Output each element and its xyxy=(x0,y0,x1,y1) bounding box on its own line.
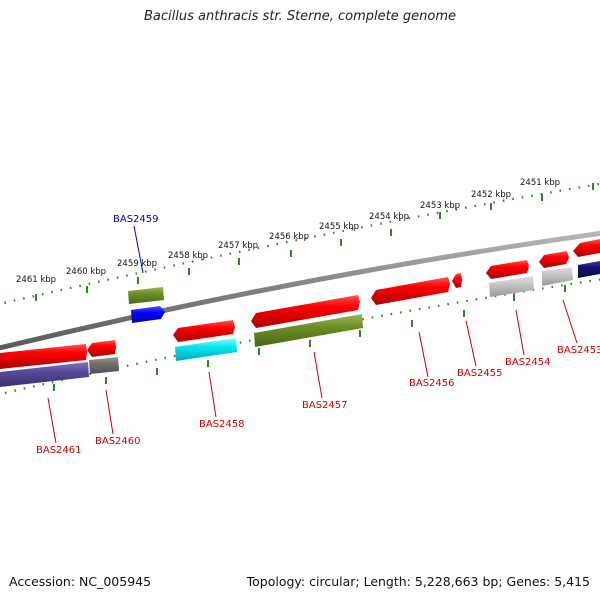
scale-label: 2453 kbp xyxy=(420,201,460,211)
leader-bas2453 xyxy=(562,299,578,344)
leader-bas2454 xyxy=(515,309,525,356)
inner-major-ticks xyxy=(53,285,566,391)
gene-arrow-bas2458[interactable] xyxy=(173,320,235,342)
feature-slate-bas2461[interactable] xyxy=(0,362,89,387)
gene-label-bas2459[interactable]: BAS2459 xyxy=(113,214,159,225)
scale-label: 2454 kbp xyxy=(369,212,409,222)
scale-label: 2458 kbp xyxy=(168,251,208,261)
gene-label-bas2454[interactable]: BAS2454 xyxy=(505,357,551,368)
genome-summary-text: Topology: circular; Length: 5,228,663 bp… xyxy=(246,574,590,589)
gene-features xyxy=(0,239,600,387)
leader-bas2457 xyxy=(313,351,323,399)
feature-olive-bas2457[interactable] xyxy=(254,314,363,347)
gene-label-bas2455[interactable]: BAS2455 xyxy=(457,368,503,379)
accession-text: Accession: NC_005945 xyxy=(9,574,152,589)
scale-label: 2456 kbp xyxy=(269,232,309,242)
gene-arrow-bas2461[interactable] xyxy=(0,344,87,369)
gene-arrow-bas2459[interactable] xyxy=(131,306,165,323)
leader-bas2456 xyxy=(418,331,429,378)
scale-label: 2457 kbp xyxy=(218,241,258,251)
scale-label: 2459 kbp xyxy=(117,259,157,269)
gene-arrow-bas2455[interactable] xyxy=(452,273,462,288)
gene-arrow-bas2454[interactable] xyxy=(539,251,569,268)
outer-scale-ruler xyxy=(0,182,600,305)
feature-gray-1[interactable] xyxy=(542,267,573,286)
leader-bas2461 xyxy=(47,397,57,444)
gene-label-bas2461[interactable]: BAS2461 xyxy=(36,445,82,456)
scale-label: 2452 kbp xyxy=(471,190,511,200)
leader-bas2459 xyxy=(133,225,144,274)
scale-label: 2451 kbp xyxy=(520,178,560,188)
gene-arrow-unnamed[interactable] xyxy=(486,260,529,279)
scale-label: 2455 kbp xyxy=(319,222,359,232)
gene-label-bas2457[interactable]: BAS2457 xyxy=(302,400,348,411)
leader-bas2458 xyxy=(208,371,217,418)
gene-label-bas2453[interactable]: BAS2453 xyxy=(557,345,600,356)
outer-major-ticks xyxy=(35,183,594,301)
feature-navy[interactable] xyxy=(578,261,600,278)
gene-labels: BAS2459 BAS2453 BAS2454 BAS2455 BAS2456 … xyxy=(36,214,600,456)
scale-label: 2461 kbp xyxy=(16,275,56,285)
label-leaders xyxy=(47,225,578,444)
leader-bas2460 xyxy=(105,389,114,435)
feature-cyan-bas2458[interactable] xyxy=(175,338,237,361)
dna-backbone xyxy=(0,230,600,351)
gene-label-bas2458[interactable]: BAS2458 xyxy=(199,419,245,430)
gene-arrow-bas2456[interactable] xyxy=(371,277,450,305)
feature-olive-bas2459[interactable] xyxy=(128,287,164,304)
gene-label-bas2456[interactable]: BAS2456 xyxy=(409,378,455,389)
feature-dgray-bas2460[interactable] xyxy=(89,357,119,374)
map-title: Bacillus anthracis str. Sterne, complete… xyxy=(144,9,456,24)
gene-arrow-bas2453[interactable] xyxy=(573,239,600,257)
scale-label: 2460 kbp xyxy=(66,267,106,277)
feature-gray-2[interactable] xyxy=(489,276,534,297)
leader-bas2455 xyxy=(465,320,477,367)
scale-labels: 2451 kbp 2452 kbp 2453 kbp 2454 kbp 2455… xyxy=(16,178,560,285)
gene-arrow-bas2460[interactable] xyxy=(87,340,116,357)
gene-arrow-bas2457[interactable] xyxy=(251,295,360,328)
gene-label-bas2460[interactable]: BAS2460 xyxy=(95,436,141,447)
